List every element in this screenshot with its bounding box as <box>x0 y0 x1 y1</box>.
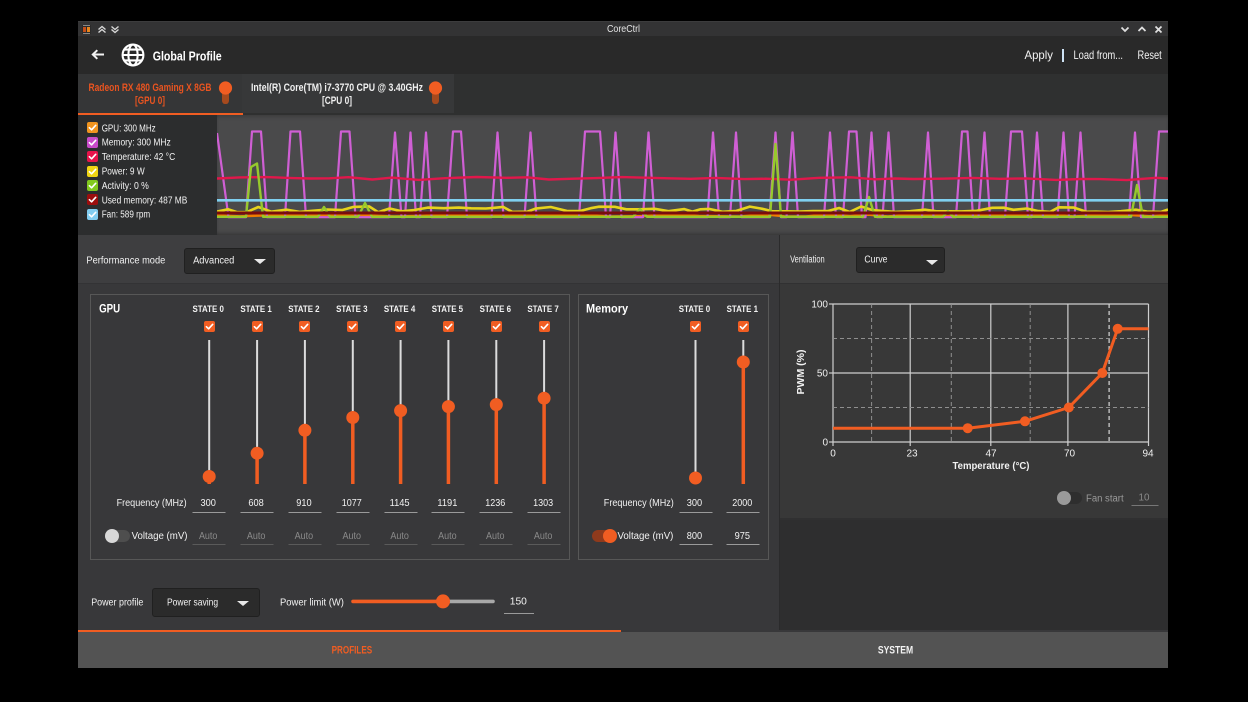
svg-text:Voltage (mV): Voltage (mV) <box>618 531 674 542</box>
svg-text:800: 800 <box>687 530 703 542</box>
svg-text:Voltage (mV): Voltage (mV) <box>132 531 188 542</box>
svg-text:910: 910 <box>296 497 312 509</box>
svg-text:Auto: Auto <box>247 531 266 542</box>
svg-text:Radeon RX 480 Gaming X 8GB: Radeon RX 480 Gaming X 8GB <box>89 82 212 94</box>
svg-text:47: 47 <box>985 449 997 460</box>
svg-text:STATE 1: STATE 1 <box>240 304 272 315</box>
svg-text:Temperature (°C): Temperature (°C) <box>953 460 1030 472</box>
svg-text:STATE 5: STATE 5 <box>432 304 464 315</box>
svg-text:Global Profile: Global Profile <box>153 48 222 63</box>
svg-text:Power limit (W): Power limit (W) <box>280 597 344 608</box>
svg-text:1236: 1236 <box>485 497 505 509</box>
svg-text:2000: 2000 <box>732 497 752 509</box>
svg-text:[CPU 0]: [CPU 0] <box>322 95 352 107</box>
svg-text:975: 975 <box>735 530 751 542</box>
svg-text:10: 10 <box>1139 493 1150 504</box>
svg-text:GPU: 300 MHz: GPU: 300 MHz <box>102 123 156 134</box>
svg-text:Curve: Curve <box>864 255 887 266</box>
svg-text:Auto: Auto <box>534 531 553 542</box>
svg-text:Power: 9 W: Power: 9 W <box>102 167 145 178</box>
svg-text:23: 23 <box>906 449 918 460</box>
svg-text:Advanced: Advanced <box>193 255 234 266</box>
svg-text:Auto: Auto <box>343 531 362 542</box>
svg-text:STATE 0: STATE 0 <box>679 304 710 315</box>
svg-text:Reset: Reset <box>1138 48 1163 62</box>
svg-text:Auto: Auto <box>199 531 218 542</box>
svg-text:STATE 4: STATE 4 <box>384 304 416 315</box>
svg-text:Fan: 589 rpm: Fan: 589 rpm <box>102 210 151 221</box>
svg-text:Auto: Auto <box>486 531 505 542</box>
svg-text:300: 300 <box>201 497 217 509</box>
svg-text:Fan start: Fan start <box>1086 494 1124 505</box>
svg-text:PWM (%): PWM (%) <box>795 350 807 395</box>
svg-text:Power profile: Power profile <box>91 597 143 608</box>
svg-text:STATE 7: STATE 7 <box>527 304 558 315</box>
svg-text:Auto: Auto <box>390 531 409 542</box>
svg-text:1145: 1145 <box>390 497 410 509</box>
svg-text:Memory: Memory <box>586 304 629 316</box>
svg-text:Frequency (MHz): Frequency (MHz) <box>117 498 187 509</box>
svg-text:Power saving: Power saving <box>167 597 218 608</box>
svg-text:0: 0 <box>822 438 828 449</box>
svg-text:608: 608 <box>248 497 264 509</box>
svg-text:STATE 0: STATE 0 <box>193 304 224 315</box>
svg-text:1077: 1077 <box>342 497 362 509</box>
svg-text:CoreCtrl: CoreCtrl <box>607 23 640 35</box>
svg-text:Intel(R) Core(TM) i7-3770 CPU: Intel(R) Core(TM) i7-3770 CPU @ 3.40GHz <box>251 82 423 94</box>
svg-text:STATE 3: STATE 3 <box>336 304 367 315</box>
svg-text:100: 100 <box>811 300 828 311</box>
svg-text:STATE 2: STATE 2 <box>288 304 319 315</box>
svg-text:Ventilation: Ventilation <box>790 255 825 266</box>
svg-text:Auto: Auto <box>438 531 457 542</box>
svg-text:300: 300 <box>687 497 703 509</box>
svg-text:Temperature: 42 °C: Temperature: 42 °C <box>102 152 176 163</box>
svg-text:0: 0 <box>830 449 836 460</box>
svg-text:Frequency (MHz): Frequency (MHz) <box>604 498 674 509</box>
svg-text:Memory: 300 MHz: Memory: 300 MHz <box>102 138 171 149</box>
svg-text:50: 50 <box>817 369 829 380</box>
svg-text:STATE 6: STATE 6 <box>480 304 511 315</box>
svg-text:150: 150 <box>510 596 527 608</box>
svg-text:STATE 1: STATE 1 <box>727 304 759 315</box>
svg-text:1303: 1303 <box>533 497 553 509</box>
svg-text:GPU: GPU <box>99 304 120 316</box>
svg-text:Load from...: Load from... <box>1074 48 1124 62</box>
svg-text:94: 94 <box>1142 449 1154 460</box>
svg-text:[GPU 0]: [GPU 0] <box>135 95 165 107</box>
svg-text:Activity: 0 %: Activity: 0 % <box>102 181 149 192</box>
svg-text:70: 70 <box>1064 449 1076 460</box>
svg-text:Apply: Apply <box>1025 48 1054 62</box>
svg-text:1191: 1191 <box>437 497 457 509</box>
svg-text:Used memory: 487 MB: Used memory: 487 MB <box>102 195 188 206</box>
svg-text:PROFILES: PROFILES <box>332 645 373 657</box>
svg-text:Performance mode: Performance mode <box>86 255 165 266</box>
svg-text:Auto: Auto <box>295 531 314 542</box>
svg-text:SYSTEM: SYSTEM <box>878 645 913 657</box>
